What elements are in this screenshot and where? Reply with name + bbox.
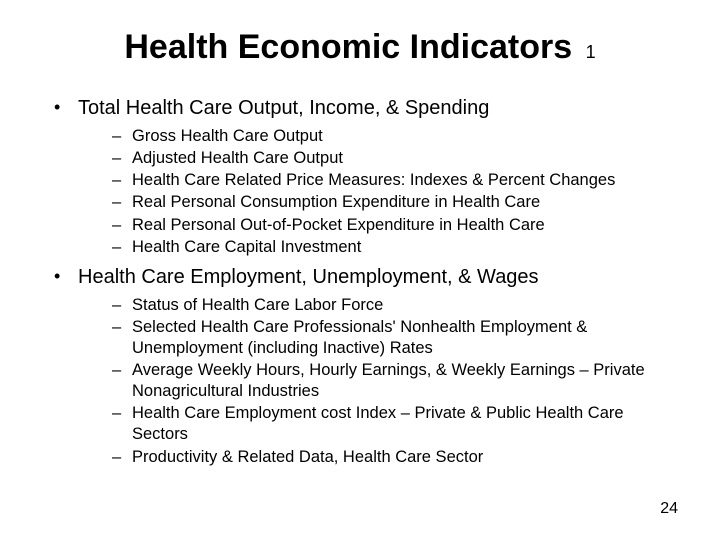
item-text: Health Care Employment cost Index – Priv…	[132, 404, 624, 443]
item-text: Real Personal Out-of-Pocket Expenditure …	[132, 216, 545, 234]
list-item: Health Care Capital Investment	[112, 237, 680, 258]
item-text: Productivity & Related Data, Health Care…	[132, 448, 483, 466]
list-item: Adjusted Health Care Output	[112, 148, 680, 169]
list-item: Average Weekly Hours, Hourly Earnings, &…	[112, 360, 680, 402]
slide-title: Health Economic Indicators 1	[40, 28, 680, 67]
list-item: Real Personal Out-of-Pocket Expenditure …	[112, 215, 680, 236]
list-item: Status of Health Care Labor Force	[112, 295, 680, 316]
item-text: Health Care Capital Investment	[132, 238, 361, 256]
bullet-list: Total Health Care Output, Income, & Spen…	[40, 95, 680, 468]
item-text: Adjusted Health Care Output	[132, 149, 343, 167]
item-text: Selected Health Care Professionals' Nonh…	[132, 318, 587, 357]
item-text: Average Weekly Hours, Hourly Earnings, &…	[132, 361, 645, 400]
item-text: Gross Health Care Output	[132, 127, 323, 145]
slide: Health Economic Indicators 1 Total Healt…	[0, 0, 720, 540]
list-item: Health Care Employment cost Index – Priv…	[112, 403, 680, 445]
list-item: Selected Health Care Professionals' Nonh…	[112, 317, 680, 359]
section-2: Health Care Employment, Unemployment, & …	[50, 264, 680, 468]
section-1-heading: Total Health Care Output, Income, & Spen…	[78, 97, 489, 119]
item-text: Status of Health Care Labor Force	[132, 296, 383, 314]
section-2-items: Status of Health Care Labor Force Select…	[78, 295, 680, 468]
list-item: Health Care Related Price Measures: Inde…	[112, 170, 680, 191]
title-text: Health Economic Indicators	[124, 28, 572, 66]
list-item: Gross Health Care Output	[112, 126, 680, 147]
title-suffix: 1	[586, 42, 596, 62]
section-2-heading: Health Care Employment, Unemployment, & …	[78, 266, 539, 288]
list-item: Productivity & Related Data, Health Care…	[112, 447, 680, 468]
item-text: Health Care Related Price Measures: Inde…	[132, 171, 615, 189]
list-item: Real Personal Consumption Expenditure in…	[112, 192, 680, 213]
section-1: Total Health Care Output, Income, & Spen…	[50, 95, 680, 258]
item-text: Real Personal Consumption Expenditure in…	[132, 193, 540, 211]
page-number: 24	[660, 500, 678, 518]
section-1-items: Gross Health Care Output Adjusted Health…	[78, 126, 680, 258]
